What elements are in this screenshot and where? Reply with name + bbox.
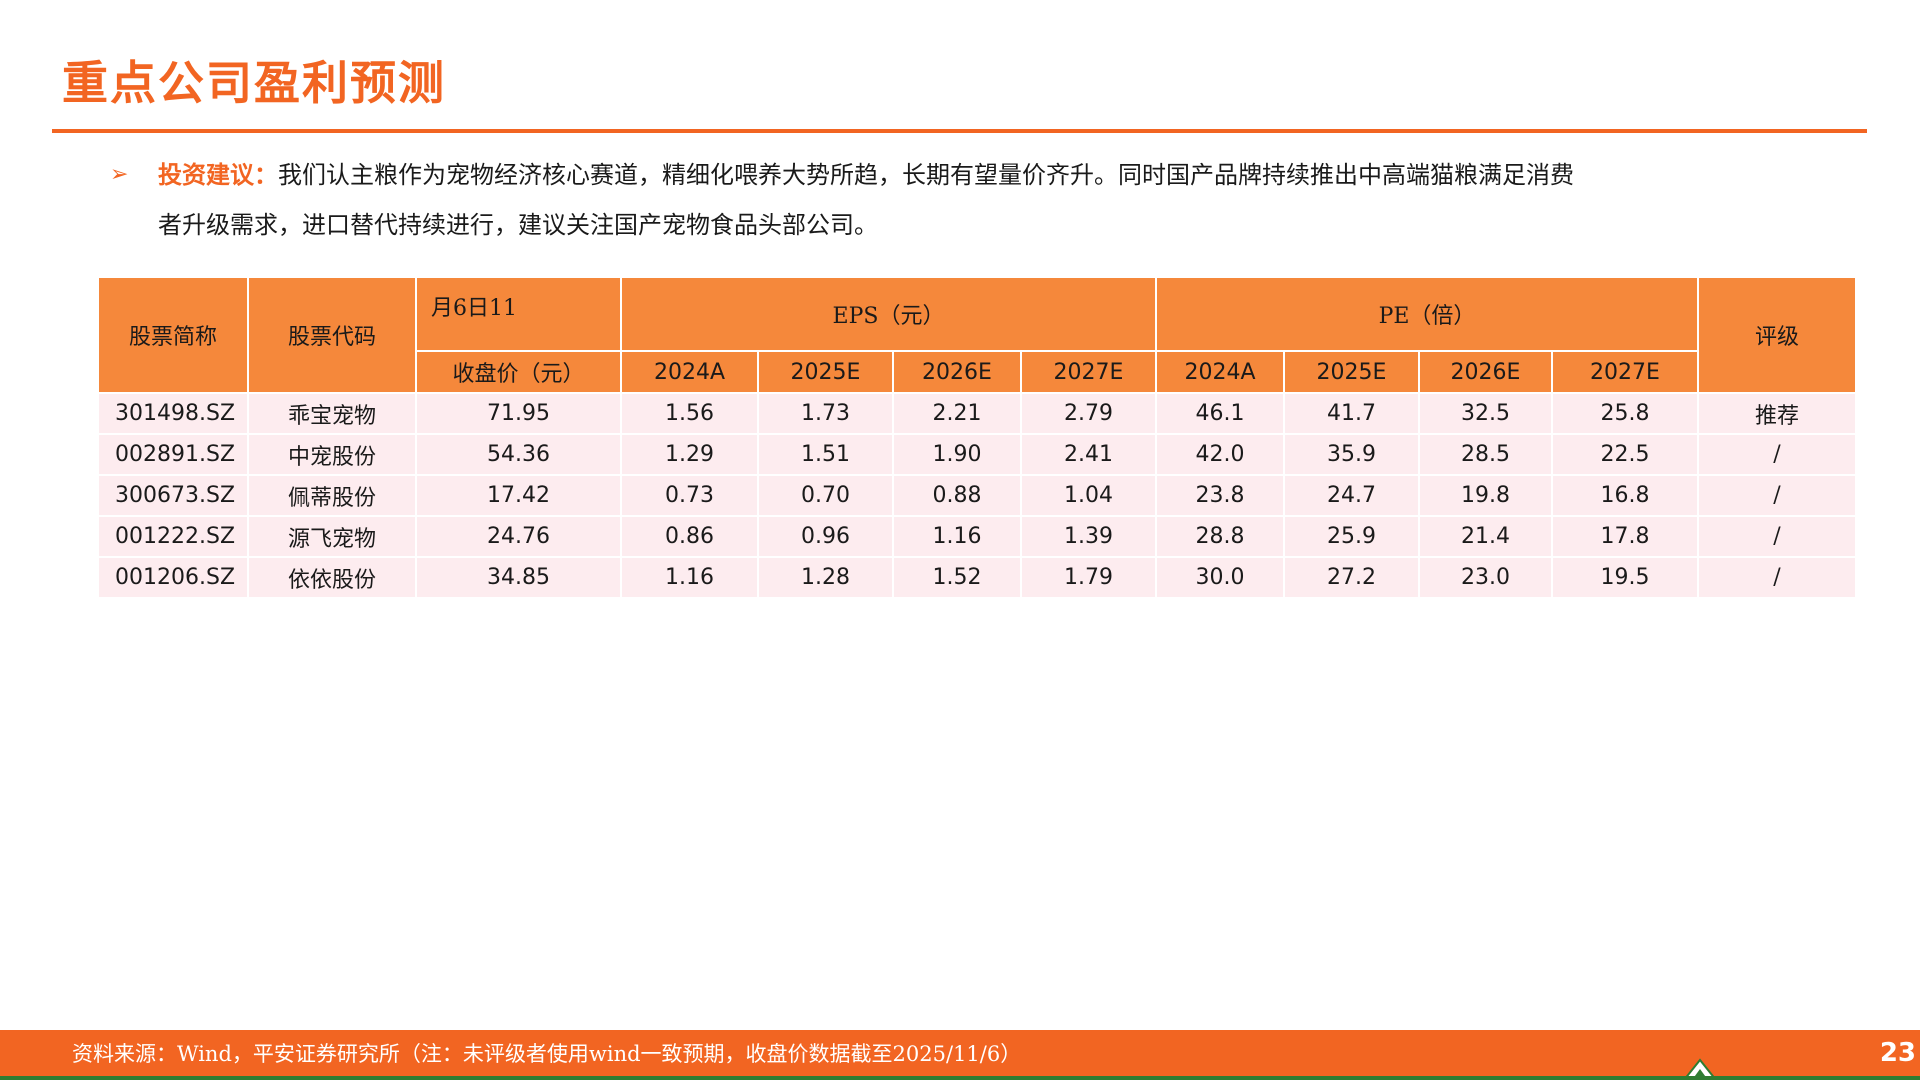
cell-pe: 21.4: [1418, 515, 1553, 558]
cell-stock-name: 中宠股份: [247, 433, 417, 476]
table-row: 001206.SZ 依依股份 34.85 1.16 1.28 1.52 1.79…: [97, 556, 1857, 599]
arrow-bullet-icon: ➢: [110, 162, 129, 187]
cell-stock-code: 001206.SZ: [97, 556, 249, 599]
cell-rating: /: [1697, 474, 1857, 517]
advice-text-1: 我们认主粮作为宠物经济核心赛道，精细化喂养大势所趋，长期有望量价齐升。同时国产品…: [278, 161, 1574, 189]
cell-eps: 1.56: [620, 392, 759, 435]
investment-advice: ➢ 投资建议：我们认主粮作为宠物经济核心赛道，精细化喂养大势所趋，长期有望量价齐…: [110, 150, 1850, 250]
cell-eps: 0.70: [757, 474, 894, 517]
cell-pe: 28.8: [1155, 515, 1285, 558]
cell-eps: 2.79: [1020, 392, 1157, 435]
header-eps: EPS（元）: [620, 276, 1157, 352]
cell-eps: 1.16: [892, 515, 1022, 558]
header-date: 月6日11: [415, 276, 622, 352]
cell-stock-code: 301498.SZ: [97, 392, 249, 435]
page-number: 23: [1879, 1038, 1916, 1068]
header-pe-year: 2025E: [1283, 350, 1420, 394]
cell-eps: 2.41: [1020, 433, 1157, 476]
cell-rating: /: [1697, 433, 1857, 476]
cell-rating: /: [1697, 556, 1857, 599]
cell-stock-name: 源飞宠物: [247, 515, 417, 558]
table-row: 301498.SZ 乖宝宠物 71.95 1.56 1.73 2.21 2.79…: [97, 392, 1857, 435]
cell-pe: 46.1: [1155, 392, 1285, 435]
cell-stock-code: 300673.SZ: [97, 474, 249, 517]
cell-pe: 28.5: [1418, 433, 1553, 476]
header-pe-year: 2026E: [1418, 350, 1553, 394]
cell-eps: 1.51: [757, 433, 894, 476]
cell-close-price: 24.76: [415, 515, 622, 558]
cell-pe: 41.7: [1283, 392, 1420, 435]
header-close-price: 收盘价（元）: [415, 350, 622, 394]
header-eps-year: 2026E: [892, 350, 1022, 394]
cell-eps: 1.73: [757, 392, 894, 435]
title-divider: [52, 129, 1867, 133]
cell-stock-name: 佩蒂股份: [247, 474, 417, 517]
cell-eps: 0.96: [757, 515, 894, 558]
cell-close-price: 17.42: [415, 474, 622, 517]
cell-eps: 1.39: [1020, 515, 1157, 558]
advice-line-1: 投资建议：我们认主粮作为宠物经济核心赛道，精细化喂养大势所趋，长期有望量价齐升。…: [110, 150, 1850, 200]
header-rating: 评级: [1697, 276, 1857, 394]
cell-pe: 17.8: [1551, 515, 1699, 558]
header-stock-name: 股票简称: [97, 276, 249, 394]
cell-rating: /: [1697, 515, 1857, 558]
cell-close-price: 71.95: [415, 392, 622, 435]
advice-line-2: 者升级需求，进口替代持续进行，建议关注国产宠物食品头部公司。: [158, 211, 878, 239]
header-eps-year: 2025E: [757, 350, 894, 394]
cell-stock-name: 乖宝宠物: [247, 392, 417, 435]
cell-stock-code: 002891.SZ: [97, 433, 249, 476]
cell-close-price: 34.85: [415, 556, 622, 599]
footer-bottom-line: [0, 1076, 1920, 1080]
cell-stock-name: 依依股份: [247, 556, 417, 599]
cell-pe: 23.0: [1418, 556, 1553, 599]
cell-eps: 1.04: [1020, 474, 1157, 517]
table-row: 002891.SZ 中宠股份 54.36 1.29 1.51 1.90 2.41…: [97, 433, 1857, 476]
cell-eps: 1.16: [620, 556, 759, 599]
cell-pe: 42.0: [1155, 433, 1285, 476]
cell-eps: 1.52: [892, 556, 1022, 599]
header-pe-year: 2024A: [1155, 350, 1285, 394]
cell-eps: 2.21: [892, 392, 1022, 435]
cell-pe: 25.9: [1283, 515, 1420, 558]
cell-pe: 32.5: [1418, 392, 1553, 435]
cell-pe: 25.8: [1551, 392, 1699, 435]
header-pe: PE（倍）: [1155, 276, 1699, 352]
footer-source: 资料来源：Wind，平安证券研究所（注：未评级者使用wind一致预期，收盘价数据…: [72, 1042, 1022, 1066]
cell-eps: 1.29: [620, 433, 759, 476]
cell-pe: 19.8: [1418, 474, 1553, 517]
header-stock-code: 股票代码: [247, 276, 417, 394]
cell-pe: 24.7: [1283, 474, 1420, 517]
table-row: 300673.SZ 佩蒂股份 17.42 0.73 0.70 0.88 1.04…: [97, 474, 1857, 517]
cell-eps: 1.28: [757, 556, 894, 599]
cell-stock-code: 001222.SZ: [97, 515, 249, 558]
cell-pe: 35.9: [1283, 433, 1420, 476]
table-row: 001222.SZ 源飞宠物 24.76 0.86 0.96 1.16 1.39…: [97, 515, 1857, 558]
cell-pe: 16.8: [1551, 474, 1699, 517]
header-eps-year: 2027E: [1020, 350, 1157, 394]
cell-pe: 30.0: [1155, 556, 1285, 599]
page-title: 重点公司盈利预测: [62, 56, 446, 110]
advice-label: 投资建议：: [158, 160, 278, 189]
cell-eps: 0.88: [892, 474, 1022, 517]
cell-pe: 23.8: [1155, 474, 1285, 517]
cell-eps: 1.90: [892, 433, 1022, 476]
cell-close-price: 54.36: [415, 433, 622, 476]
earnings-forecast-table: 股票简称 股票代码 月6日11 EPS（元） PE（倍） 评级 收盘价（元） 2…: [97, 276, 1857, 599]
header-pe-year: 2027E: [1551, 350, 1699, 394]
cell-eps: 0.73: [620, 474, 759, 517]
cell-eps: 0.86: [620, 515, 759, 558]
cell-eps: 1.79: [1020, 556, 1157, 599]
header-eps-year: 2024A: [620, 350, 759, 394]
cell-pe: 19.5: [1551, 556, 1699, 599]
cell-pe: 27.2: [1283, 556, 1420, 599]
cell-rating: 推荐: [1697, 392, 1857, 435]
footer-bar: [0, 1030, 1920, 1076]
cell-pe: 22.5: [1551, 433, 1699, 476]
